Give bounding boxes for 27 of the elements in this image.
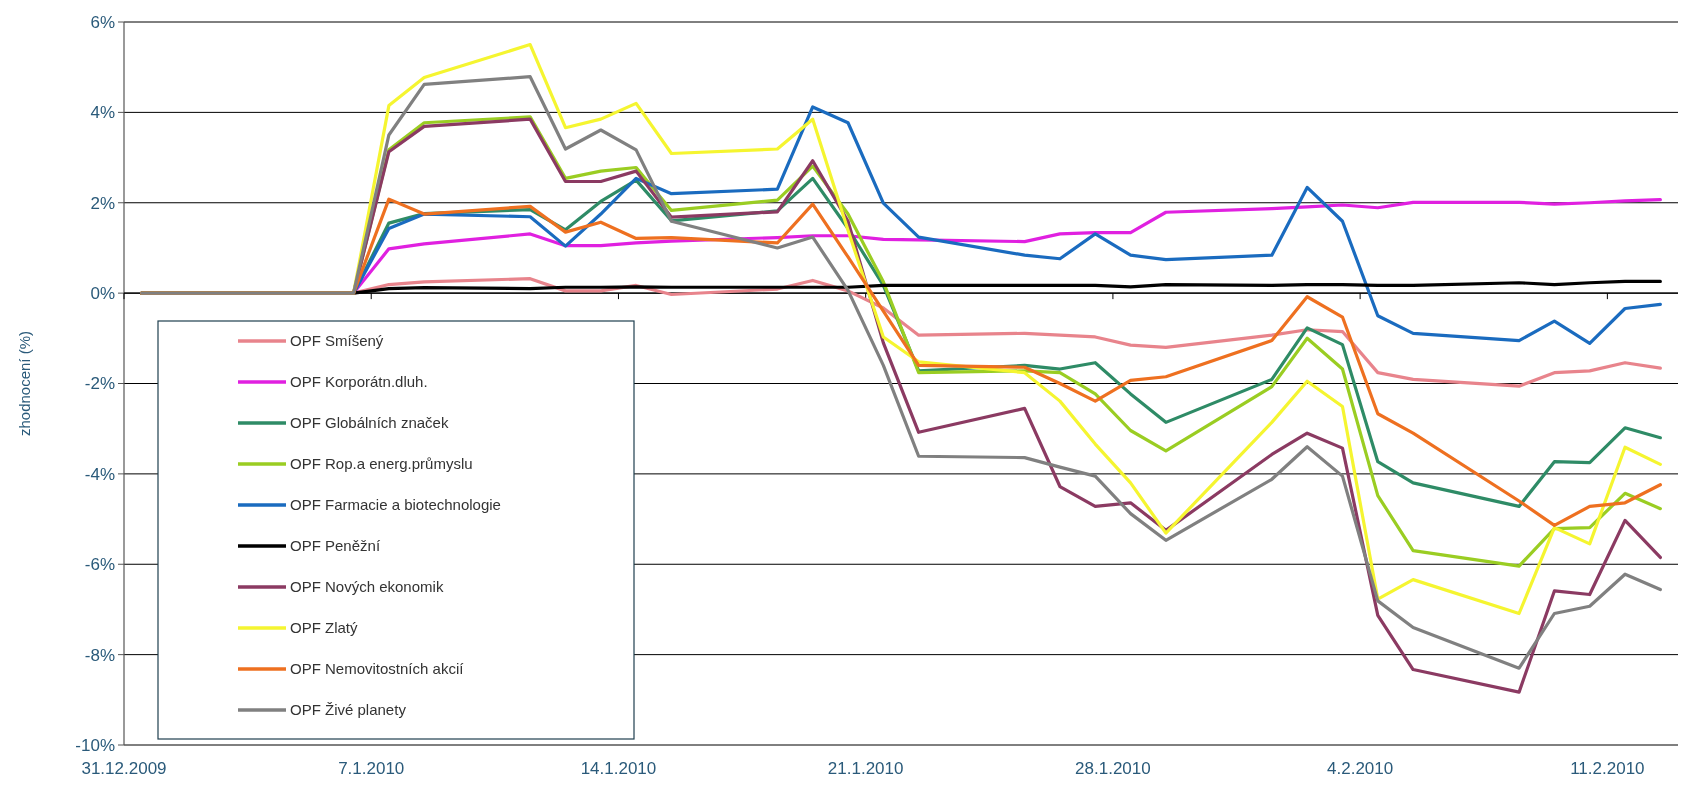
- y-tick-label: 0%: [90, 284, 115, 304]
- y-tick-label: -2%: [84, 374, 115, 394]
- legend-label: OPF Korporátn.dluh.: [290, 373, 428, 391]
- legend-label: OPF Smíšený: [290, 332, 384, 350]
- y-tick-label: -4%: [84, 464, 115, 484]
- legend-label: OPF Farmacie a biotechnologie: [290, 496, 501, 514]
- y-tick-label: 4%: [90, 103, 115, 123]
- legend-label: OPF Zlatý: [290, 619, 359, 637]
- y-tick-label: 6%: [90, 12, 115, 32]
- legend-label: OPF Živé planety: [290, 701, 407, 719]
- y-tick-label: -10%: [75, 735, 115, 755]
- legend-label: OPF Nemovitostních akcií: [290, 660, 465, 678]
- legend-label: OPF Rop.a energ.průmyslu: [290, 455, 473, 473]
- x-tick-label: 11.2.2010: [1570, 759, 1645, 778]
- legend-label: OPF Peněžní: [290, 537, 381, 555]
- x-tick-label: 14.1.2010: [580, 759, 657, 778]
- legend-label: OPF Globálních značek: [290, 414, 449, 432]
- y-tick-label: -6%: [84, 555, 115, 575]
- y-tick-label: 2%: [90, 193, 115, 213]
- x-tick-label: 21.1.2010: [827, 759, 904, 778]
- legend-label: OPF Nových ekonomik: [290, 578, 444, 596]
- x-tick-label: 31.12.2009: [81, 759, 167, 778]
- x-tick-label: 7.1.2010: [338, 759, 405, 778]
- y-axis-title: zhodnocení (%): [16, 330, 33, 437]
- x-tick-label: 28.1.2010: [1075, 759, 1151, 778]
- x-tick-label: 4.2.2010: [1327, 759, 1394, 778]
- y-tick-label: -8%: [84, 645, 115, 665]
